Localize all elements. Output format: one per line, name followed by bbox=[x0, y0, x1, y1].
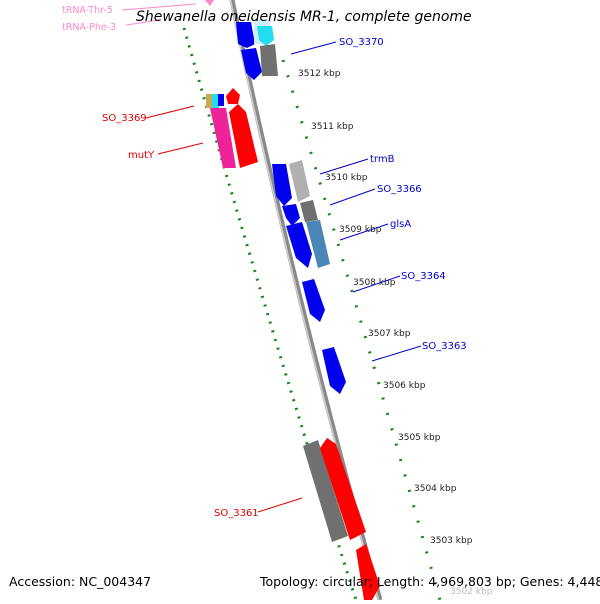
tick-label: 3502 kbp bbox=[450, 587, 493, 597]
gene-label-muty[interactable]: mutY bbox=[128, 150, 155, 161]
tick-label: 3512 kbp bbox=[298, 69, 341, 79]
gene-label-so-3370[interactable]: SO_3370 bbox=[339, 37, 384, 48]
tick-label: 3503 kbp bbox=[430, 536, 473, 546]
tick-label: 3511 kbp bbox=[311, 122, 354, 132]
map-title: Shewanella oneidensis MR-1, complete gen… bbox=[136, 9, 472, 25]
gene-label-trna-phe[interactable]: tRNA-Phe-3 bbox=[62, 22, 116, 33]
tick-labels: 3512 kbp 3511 kbp 3510 kbp 3509 kbp 3508… bbox=[298, 69, 493, 597]
tick-label: 3505 kbp bbox=[398, 433, 441, 443]
gene-label-so-3361[interactable]: SO_3361 bbox=[214, 508, 259, 519]
gene-so-3363 bbox=[322, 347, 346, 394]
gene-label-glsa[interactable]: glsA bbox=[390, 219, 411, 230]
gene-label-trmb[interactable]: trmB bbox=[370, 154, 395, 165]
tick-label: 3509 kbp bbox=[339, 225, 382, 235]
accession-text: Accession: NC_004347 bbox=[9, 574, 152, 589]
gene-label-so-3366[interactable]: SO_3366 bbox=[377, 184, 422, 195]
gene-label-so-3363[interactable]: SO_3363 bbox=[422, 341, 467, 352]
tick-label: 3506 kbp bbox=[383, 381, 426, 391]
genome-summary-text: Topology: circular; Length: 4,969,803 bp… bbox=[260, 574, 600, 589]
trna-marker bbox=[205, 0, 214, 6]
gene-so-3364 bbox=[302, 279, 325, 322]
tick-rail-left bbox=[182, 27, 358, 601]
gene-muty-cluster bbox=[206, 88, 258, 168]
gene-trmb-cluster bbox=[272, 160, 330, 268]
gene-so-3370-cluster bbox=[236, 20, 278, 80]
gene-so-3361-cluster bbox=[303, 438, 380, 600]
tick-label: 3507 kbp bbox=[368, 329, 411, 339]
gene-label-so-3369[interactable]: SO_3369 bbox=[102, 113, 147, 124]
tick-label: 3508 kbp bbox=[353, 278, 396, 288]
gene-label-so-3364[interactable]: SO_3364 bbox=[401, 271, 446, 282]
tick-label: 3504 kbp bbox=[414, 484, 457, 494]
tick-label: 3510 kbp bbox=[325, 173, 368, 183]
gene-label-trna-thr[interactable]: tRNA-Thr-5 bbox=[62, 5, 113, 16]
label-leaders bbox=[121, 3, 422, 513]
